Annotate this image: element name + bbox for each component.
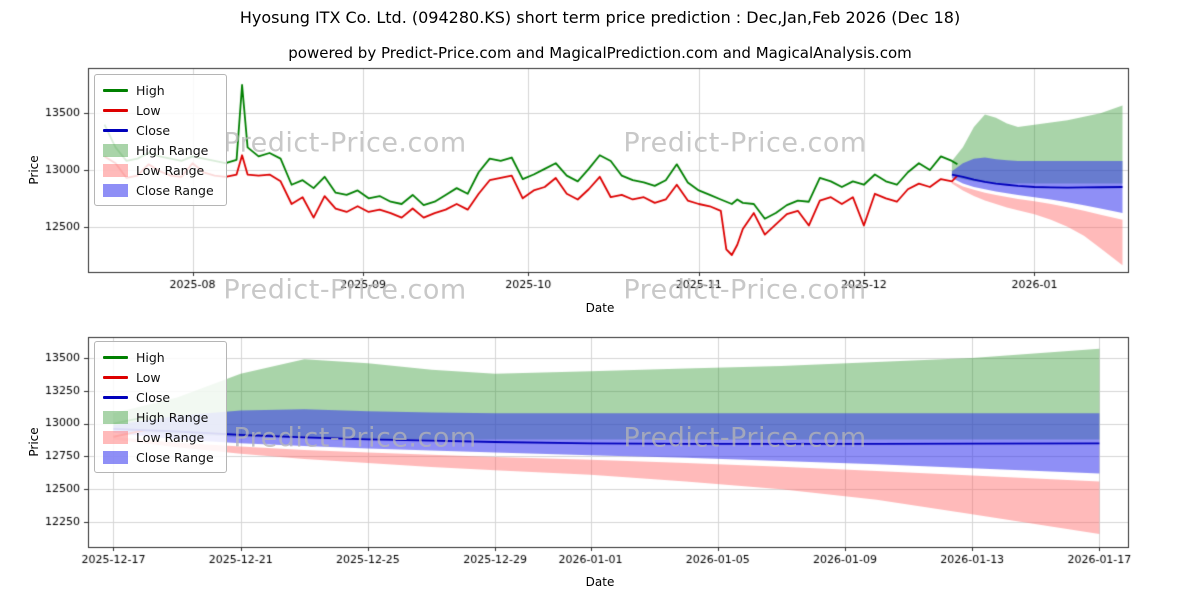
watermark-text: Predict-Price.com <box>623 422 867 454</box>
legend-item-low: Low <box>103 100 214 120</box>
watermark-text: Predict-Price.com <box>233 422 477 454</box>
y-axis-label-top: Price <box>27 155 41 185</box>
legend-label: Close <box>136 389 171 405</box>
legend-top: High Low Close High Range Low Range Clos… <box>94 74 227 206</box>
legend-label: Low Range <box>136 162 205 178</box>
legend-label: High <box>136 349 165 365</box>
watermark-text: Predict-Price.com <box>623 127 867 159</box>
low-line-swatch-icon <box>103 375 128 379</box>
high-range-swatch-icon <box>103 410 128 424</box>
x-axis-label-bottom: Date <box>585 575 615 589</box>
legend-item-low-range: Low Range <box>103 160 214 180</box>
y-axis-label-bottom: Price <box>27 427 41 457</box>
legend-label: High Range <box>136 409 209 425</box>
legend-item-close-range: Close Range <box>103 447 214 467</box>
legend-item-high: High <box>103 80 214 100</box>
legend-item-low-range: Low Range <box>103 427 214 447</box>
legend-bottom: High Low Close High Range Low Range Clos… <box>94 341 227 473</box>
legend-item-close: Close <box>103 387 214 407</box>
low-line-swatch-icon <box>103 108 128 112</box>
legend-item-high-range: High Range <box>103 140 214 160</box>
close-line-swatch-icon <box>103 128 128 132</box>
high-line-swatch-icon <box>103 88 128 92</box>
legend-label: Close Range <box>136 449 214 465</box>
high-range-swatch-icon <box>103 143 128 157</box>
low-range-swatch-icon <box>103 430 128 444</box>
legend-item-high-range: High Range <box>103 407 214 427</box>
watermark-text: Predict-Price.com <box>223 127 467 159</box>
legend-label: High <box>136 82 165 98</box>
legend-label: Low <box>136 369 161 385</box>
legend-item-low: Low <box>103 367 214 387</box>
legend-item-high: High <box>103 347 214 367</box>
low-range-swatch-icon <box>103 163 128 177</box>
high-line-swatch-icon <box>103 355 128 359</box>
legend-label: Close <box>136 122 171 138</box>
close-line-swatch-icon <box>103 395 128 399</box>
legend-label: Low <box>136 102 161 118</box>
watermark-text: Predict-Price.com <box>223 274 467 306</box>
x-axis-label-top: Date <box>585 301 615 315</box>
legend-item-close: Close <box>103 120 214 140</box>
chart-subtitle: powered by Predict-Price.com and Magical… <box>288 44 912 62</box>
close-range-swatch-icon <box>103 450 128 464</box>
legend-label: Close Range <box>136 182 214 198</box>
legend-label: Low Range <box>136 429 205 445</box>
watermark-text: Predict-Price.com <box>623 274 867 306</box>
close-range-swatch-icon <box>103 183 128 197</box>
legend-label: High Range <box>136 142 209 158</box>
legend-item-close-range: Close Range <box>103 180 214 200</box>
chart-title: Hyosung ITX Co. Ltd. (094280.KS) short t… <box>239 8 961 27</box>
